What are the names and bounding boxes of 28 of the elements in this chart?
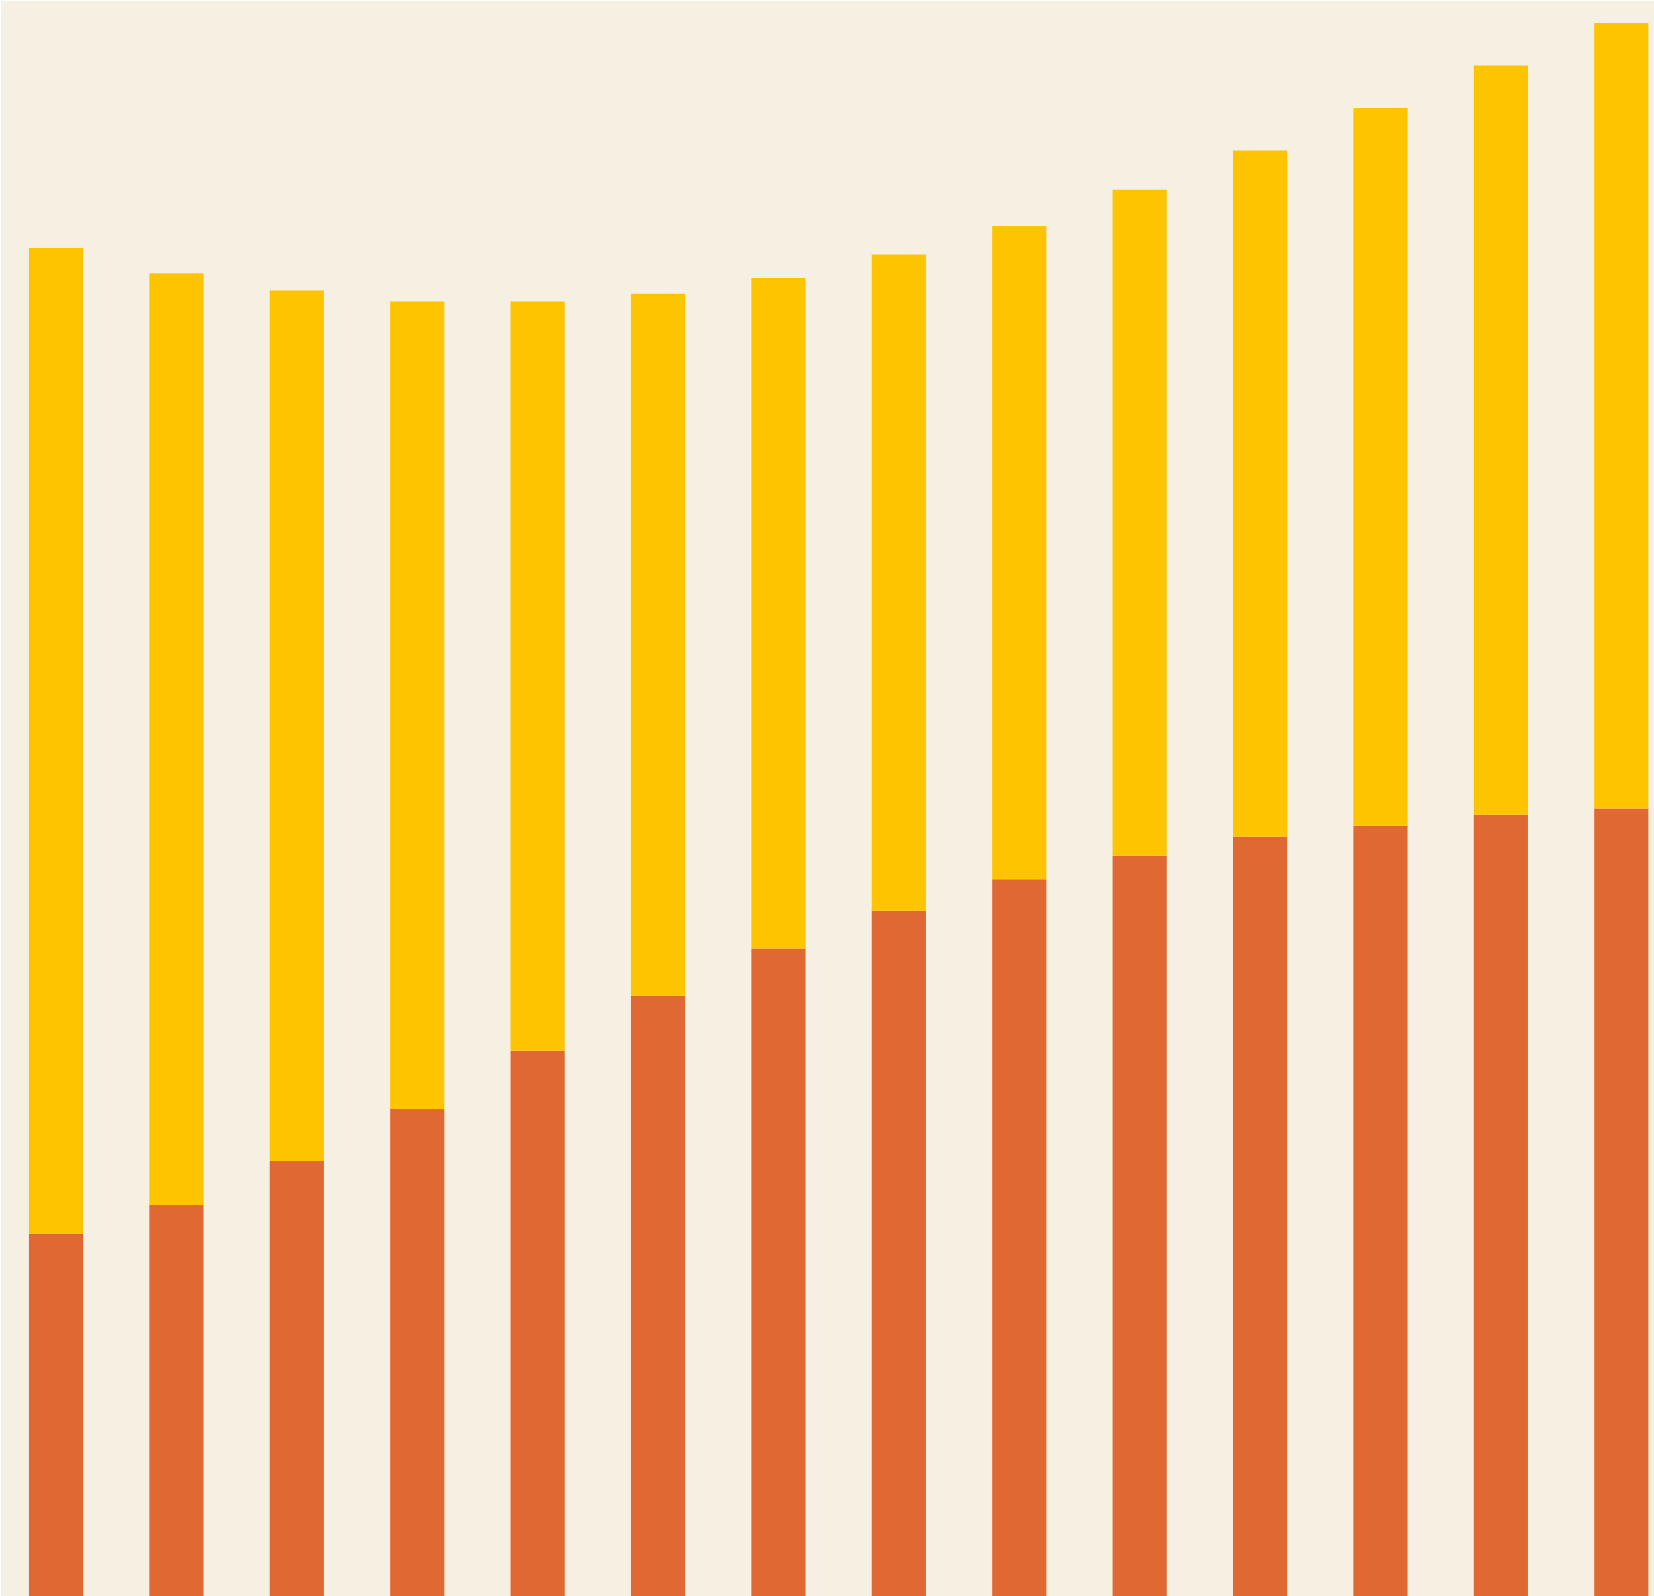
bar [269,1161,324,1596]
bar [630,995,686,1596]
bar [992,226,1047,880]
bar [751,948,806,1596]
bar [871,910,926,1596]
bar [1353,108,1408,826]
bar [1594,23,1649,809]
bar [28,248,84,1234]
bar [630,293,686,996]
bar [1594,808,1649,1596]
bar [1473,814,1528,1596]
bar [992,879,1047,1596]
bar [269,290,324,1161]
bar [1232,150,1288,837]
bar [149,273,204,1206]
bar [510,1050,565,1596]
bar [751,277,806,949]
bar [1112,189,1167,856]
bar [1112,855,1167,1596]
bar [1473,65,1528,815]
bar [871,254,926,911]
bar [390,1109,445,1596]
bar [390,301,445,1110]
bar [510,301,565,1051]
bar [1232,836,1288,1596]
bar [1353,825,1408,1596]
bar [28,1233,84,1596]
bar [149,1205,204,1596]
